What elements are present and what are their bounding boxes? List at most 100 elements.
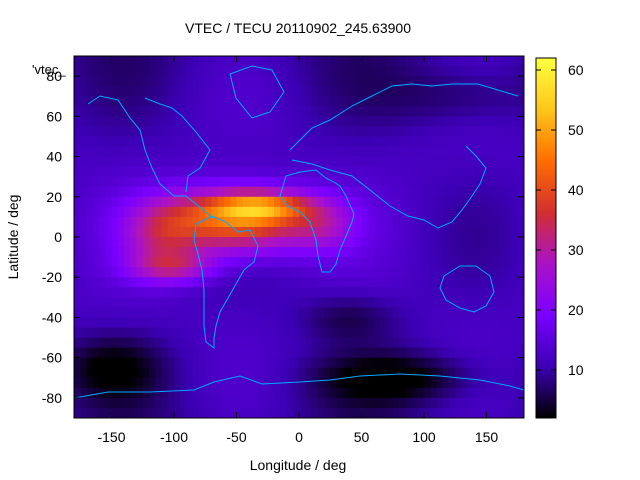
heatmap-cell xyxy=(486,166,494,178)
heatmap-cell xyxy=(99,96,106,107)
heatmap-cell xyxy=(105,56,113,67)
heatmap-cell xyxy=(292,337,300,349)
heatmap-cell xyxy=(249,367,256,379)
heatmap-cell xyxy=(342,206,350,218)
heatmap-cell xyxy=(436,277,444,288)
heatmap-cell xyxy=(486,347,494,359)
heatmap-cell xyxy=(355,76,363,87)
heatmap-cell xyxy=(224,367,231,379)
heatmap-cell xyxy=(161,317,169,329)
heatmap-cell xyxy=(155,206,163,218)
heatmap-cell xyxy=(255,76,263,87)
heatmap-cell xyxy=(274,367,281,379)
heatmap-cell xyxy=(211,176,219,188)
heatmap-cell xyxy=(317,237,325,248)
heatmap-cell xyxy=(136,237,144,248)
heatmap-cell xyxy=(305,367,313,379)
heatmap-cell xyxy=(155,367,163,379)
heatmap-cell xyxy=(217,387,225,399)
heatmap-cell xyxy=(480,146,488,158)
heatmap-cell xyxy=(336,216,344,228)
heatmap-cell xyxy=(480,156,488,168)
heatmap-cell xyxy=(267,397,275,409)
heatmap-cell xyxy=(505,106,513,117)
heatmap-cell xyxy=(274,86,281,97)
heatmap-cell xyxy=(74,156,81,168)
heatmap-cell xyxy=(180,377,188,389)
heatmap-cell xyxy=(311,407,319,418)
heatmap-cell xyxy=(380,226,388,238)
heatmap-cell xyxy=(161,347,169,359)
heatmap-cell xyxy=(130,357,138,369)
heatmap-cell xyxy=(336,377,344,389)
heatmap-cell xyxy=(492,257,500,268)
heatmap-cell xyxy=(461,257,469,268)
heatmap-cell xyxy=(267,367,275,379)
heatmap-cell xyxy=(74,387,81,399)
heatmap-cell xyxy=(242,257,250,268)
heatmap-cell xyxy=(442,307,450,319)
heatmap-cell xyxy=(267,146,275,158)
heatmap-cell xyxy=(499,297,506,308)
heatmap-cell xyxy=(174,186,181,198)
heatmap-cell xyxy=(199,186,206,198)
heatmap-cell xyxy=(311,136,319,148)
heatmap-cell xyxy=(505,116,513,127)
heatmap-cell xyxy=(199,156,206,168)
heatmap-cell xyxy=(192,116,200,127)
heatmap-cell xyxy=(474,146,481,158)
heatmap-cell xyxy=(411,347,419,359)
heatmap-cell xyxy=(355,397,363,409)
heatmap-cell xyxy=(417,76,425,87)
heatmap-cell xyxy=(511,56,519,67)
heatmap-cell xyxy=(399,206,406,218)
heatmap-cell xyxy=(224,377,231,389)
heatmap-cell xyxy=(86,277,94,288)
heatmap-cell xyxy=(499,226,506,238)
heatmap-cell xyxy=(99,216,106,228)
heatmap-cell xyxy=(474,96,481,107)
heatmap-cell xyxy=(374,106,381,117)
heatmap-cell xyxy=(199,247,206,258)
heatmap-cell xyxy=(280,307,288,319)
heatmap-cell xyxy=(392,357,400,369)
heatmap-cell xyxy=(399,367,406,379)
heatmap-cell xyxy=(417,146,425,158)
heatmap-cell xyxy=(142,377,150,389)
heatmap-cell xyxy=(111,337,119,349)
heatmap-cell xyxy=(180,166,188,178)
heatmap-cell xyxy=(255,226,263,238)
heatmap-cell xyxy=(74,66,81,77)
heatmap-cell xyxy=(349,257,356,268)
heatmap-cell xyxy=(411,247,419,258)
heatmap-cell xyxy=(436,156,444,168)
heatmap-cell xyxy=(167,196,175,208)
heatmap-cell xyxy=(461,136,469,148)
heatmap-cell xyxy=(199,337,206,349)
heatmap-cell xyxy=(405,297,413,308)
heatmap-cell xyxy=(192,317,200,329)
heatmap-cell xyxy=(174,277,181,288)
heatmap-cell xyxy=(86,136,94,148)
heatmap-cell xyxy=(317,216,325,228)
heatmap-cell xyxy=(242,146,250,158)
heatmap-cell xyxy=(349,327,356,339)
heatmap-cell xyxy=(186,186,194,198)
heatmap-cell xyxy=(392,297,400,308)
heatmap-cell xyxy=(505,196,513,208)
heatmap-cell xyxy=(242,367,250,379)
heatmap-cell xyxy=(405,106,413,117)
heatmap-cell xyxy=(505,126,513,138)
heatmap-cell xyxy=(255,367,263,379)
heatmap-cell xyxy=(274,387,281,399)
heatmap-cell xyxy=(417,407,425,418)
heatmap-cell xyxy=(142,307,150,319)
heatmap-cell xyxy=(280,387,288,399)
heatmap-cell xyxy=(205,377,213,389)
heatmap-cell xyxy=(330,267,338,278)
heatmap-cell xyxy=(317,136,325,148)
heatmap-cell xyxy=(461,186,469,198)
heatmap-cell xyxy=(280,407,288,418)
heatmap-cell xyxy=(461,226,469,238)
